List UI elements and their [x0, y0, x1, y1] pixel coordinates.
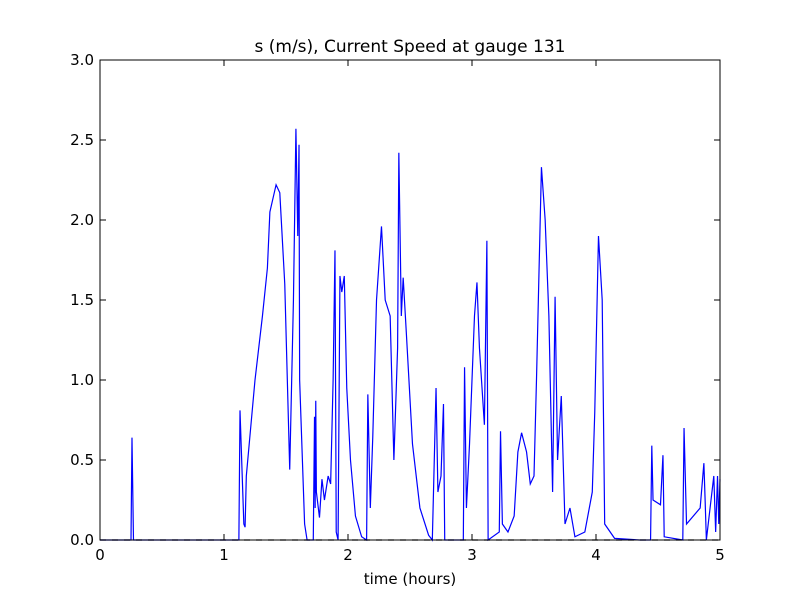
chart-title: s (m/s), Current Speed at gauge 131 [255, 37, 566, 57]
y-tick-label: 0.0 [70, 531, 94, 549]
x-axis-label: time (hours) [364, 570, 457, 588]
x-tick-label: 2 [343, 546, 353, 564]
y-tick-label: 1.0 [70, 371, 94, 389]
y-tick-label: 2.0 [70, 211, 94, 229]
x-tick-label: 0 [95, 546, 105, 564]
x-tick-label: 4 [591, 546, 601, 564]
x-tick-label: 5 [715, 546, 725, 564]
x-tick-label: 3 [467, 546, 477, 564]
y-tick-label: 1.5 [70, 291, 94, 309]
y-tick-label: 0.5 [70, 451, 94, 469]
y-tick-label: 2.5 [70, 131, 94, 149]
x-tick-label: 1 [219, 546, 229, 564]
y-tick-label: 3.0 [70, 51, 94, 69]
